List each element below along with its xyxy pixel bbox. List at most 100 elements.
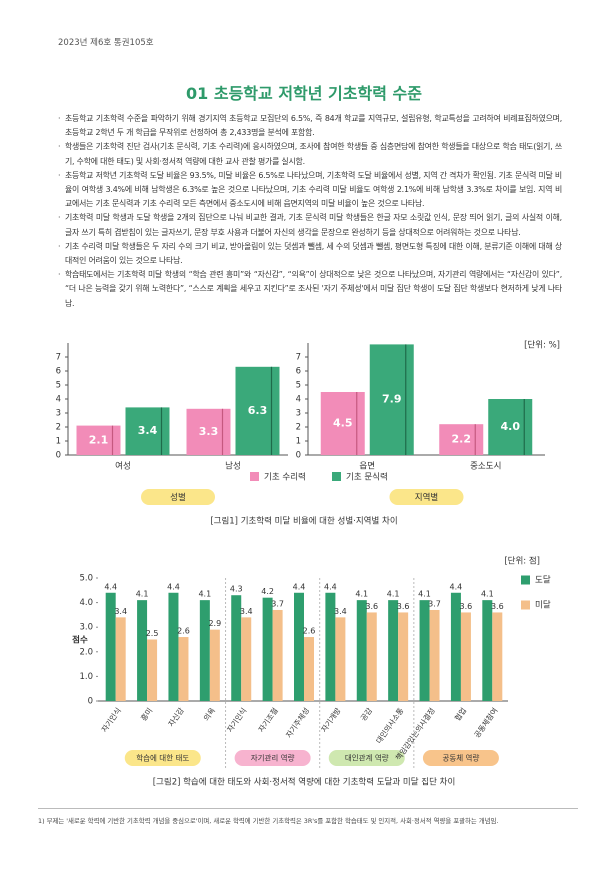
caption: [그림1] 기초학력 미달 비율에 대한 성별·지역별 차이 xyxy=(210,516,397,527)
bar xyxy=(429,609,440,701)
y-tick-label: 0 xyxy=(56,451,61,461)
value-label: 3.4 xyxy=(138,424,158,437)
bar xyxy=(388,600,399,701)
bar xyxy=(125,407,170,455)
y-tick-label: 4.0 xyxy=(79,598,93,608)
bar xyxy=(335,617,346,701)
value-label: 2.2 xyxy=(452,433,472,446)
y-tick-label: 6 xyxy=(56,367,61,377)
x-tick-label: 자기개방 xyxy=(319,705,343,733)
y-tick-label: 3.0 xyxy=(79,623,93,633)
bar xyxy=(241,617,252,701)
bar xyxy=(178,637,189,701)
value-label: 3.6 xyxy=(365,602,378,611)
y-tick-label: 1 xyxy=(296,437,301,447)
x-tick-label: 협업 xyxy=(452,706,468,723)
x-tick-label: 자기인식 xyxy=(224,706,248,734)
bar xyxy=(235,366,280,455)
value-label: 4.1 xyxy=(481,590,494,599)
legend-label: 기초 수리력 xyxy=(264,472,306,483)
unit-label: [단위: %] xyxy=(524,340,560,351)
bar xyxy=(199,600,210,701)
value-label: 3.4 xyxy=(334,607,347,616)
bar xyxy=(488,399,533,455)
value-label: 3.6 xyxy=(460,602,473,611)
bar xyxy=(366,612,377,701)
bar xyxy=(419,600,430,701)
bar xyxy=(482,600,493,701)
value-label: 4.1 xyxy=(136,590,149,599)
y-tick-label: 6 xyxy=(296,367,301,377)
legend-swatch xyxy=(521,600,530,610)
group-label: 공동체 역량 xyxy=(442,753,479,763)
value-label: 6.3 xyxy=(248,404,268,417)
bar xyxy=(209,629,220,701)
y-tick-label: 2 xyxy=(56,423,61,433)
x-tick-label: 흥미 xyxy=(138,706,154,723)
x-tick-label: 자기인식 xyxy=(99,706,123,734)
value-label: 2.6 xyxy=(303,627,316,636)
x-tick-label: 남성 xyxy=(225,462,241,472)
y-tick-label: 0 xyxy=(296,451,301,461)
x-tick-label: 자신감 xyxy=(166,705,186,728)
value-label: 4.1 xyxy=(387,590,400,599)
y-tick-label: 4 xyxy=(296,395,301,405)
value-label: 2.6 xyxy=(177,627,190,636)
bar xyxy=(369,344,414,455)
bar xyxy=(356,600,367,701)
footnote-rule xyxy=(38,808,578,809)
bar xyxy=(115,617,126,701)
bar xyxy=(294,592,304,701)
bar xyxy=(439,424,484,455)
y-tick-label: 1 xyxy=(56,437,61,447)
legend-swatch xyxy=(521,575,530,585)
legend-swatch xyxy=(332,472,341,481)
group-pill xyxy=(422,750,499,766)
x-tick-label: 자기조절 xyxy=(257,706,280,734)
legend-label: 기초 문식력 xyxy=(346,472,388,483)
bar xyxy=(492,612,503,701)
bar xyxy=(304,637,314,701)
group-label: 자기관리 역량 xyxy=(251,753,295,763)
bullet-list: 초등학교 기초학력 수준을 파악하기 위해 경기지역 초등학교 모집단의 6.5… xyxy=(58,112,562,311)
caption: [그림2] 학습에 대한 태도와 사회·정서적 역량에 대한 기초학력 도달과 … xyxy=(153,777,456,788)
bar xyxy=(231,595,242,701)
bar xyxy=(186,408,231,455)
footnote: 1) 부제는 '새로운 학력에 기반한 기초학력 개념을 중심으로'이며, 새로… xyxy=(38,817,499,825)
bar xyxy=(76,425,121,455)
y-tick-label: 5.0 xyxy=(79,574,93,584)
group-label: 학습에 대한 태도 xyxy=(136,753,189,763)
group-pill xyxy=(141,489,215,505)
value-label: 4.4 xyxy=(324,582,337,591)
value-label: 4.1 xyxy=(418,590,431,599)
bar xyxy=(137,600,148,701)
bar xyxy=(325,592,336,701)
x-tick-label: 중소도시 xyxy=(470,462,501,472)
value-label: 3.7 xyxy=(271,599,284,608)
value-label: 4.2 xyxy=(261,587,274,596)
value-label: 4.0 xyxy=(501,420,521,433)
y-tick-label: 4 xyxy=(56,395,61,405)
value-label: 4.1 xyxy=(198,590,211,599)
bar xyxy=(320,392,365,455)
legend-swatch xyxy=(250,472,259,481)
bar xyxy=(450,592,461,701)
y-tick-label: 7 xyxy=(296,353,301,363)
value-label: 3.6 xyxy=(397,602,410,611)
y-tick-label: 5 xyxy=(56,381,61,391)
unit-label: [단위: 점] xyxy=(504,556,540,567)
group-pill xyxy=(328,750,405,766)
value-label: 3.7 xyxy=(428,599,441,608)
x-tick-label: 대인의사소통 xyxy=(373,705,405,745)
value-label: 4.5 xyxy=(333,417,353,430)
y-tick-label: 3 xyxy=(56,409,61,419)
legend-label: 미달 xyxy=(535,600,551,611)
group-pill xyxy=(389,489,464,505)
bar xyxy=(168,592,179,701)
value-label: 4.3 xyxy=(230,585,243,594)
value-label: 4.4 xyxy=(104,582,117,591)
value-label: 3.6 xyxy=(491,602,504,611)
x-tick-label: 공동체참여 xyxy=(472,706,500,740)
x-tick-label: 자기주체성 xyxy=(283,706,311,740)
group-pill xyxy=(234,750,311,766)
